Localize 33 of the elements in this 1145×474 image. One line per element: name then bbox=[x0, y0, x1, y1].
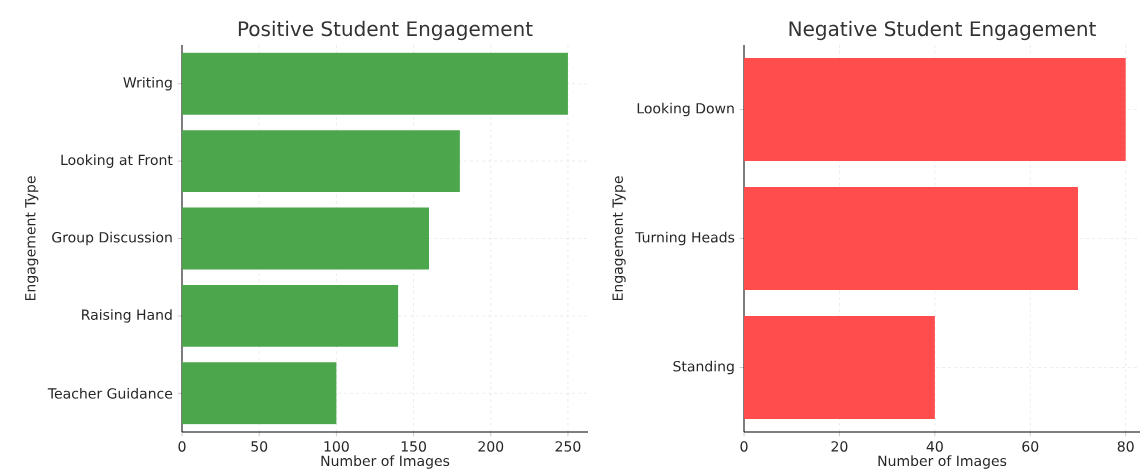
x-tick-label: 0 bbox=[178, 441, 186, 452]
bar bbox=[182, 130, 460, 193]
x-tick-label: 20 bbox=[831, 441, 848, 452]
x-tick-label: 250 bbox=[555, 441, 581, 452]
chart-title: Negative Student Engagement bbox=[789, 20, 1096, 41]
x-tick-label: 40 bbox=[926, 441, 943, 452]
y-tick-label: Teacher Guidance bbox=[47, 387, 173, 399]
y-tick-label: Group Discussion bbox=[52, 231, 172, 246]
bar bbox=[744, 315, 935, 420]
chart-title: Positive Student Engagement bbox=[238, 20, 533, 41]
x-tick-label: 80 bbox=[1117, 441, 1134, 452]
y-axis-title: Engagement Type bbox=[25, 176, 39, 301]
bar bbox=[182, 284, 399, 347]
y-tick-label: Turning Heads bbox=[635, 231, 735, 246]
x-axis-title: Number of Images bbox=[878, 455, 1007, 469]
x-tick-label: 200 bbox=[478, 441, 504, 452]
bar bbox=[182, 362, 337, 425]
bar bbox=[744, 186, 1078, 291]
x-tick-label: 100 bbox=[324, 441, 349, 452]
x-tick-label: 50 bbox=[251, 441, 268, 452]
x-tick-label: 60 bbox=[1022, 441, 1039, 452]
x-axis-title: Number of Images bbox=[321, 455, 450, 469]
y-tick-label: Writing bbox=[123, 76, 172, 91]
bar bbox=[182, 52, 568, 115]
y-tick-label: Raising Hand bbox=[82, 309, 172, 323]
bar bbox=[744, 57, 1126, 162]
y-tick-label: Looking Down bbox=[637, 102, 734, 117]
y-tick-label: Standing bbox=[673, 360, 734, 375]
x-tick-label: 150 bbox=[401, 441, 426, 452]
x-tick-label: 0 bbox=[740, 441, 748, 452]
y-tick-label: Looking at Front bbox=[61, 154, 173, 168]
bar bbox=[182, 207, 429, 270]
y-axis-title: Engagement Type bbox=[612, 176, 626, 301]
